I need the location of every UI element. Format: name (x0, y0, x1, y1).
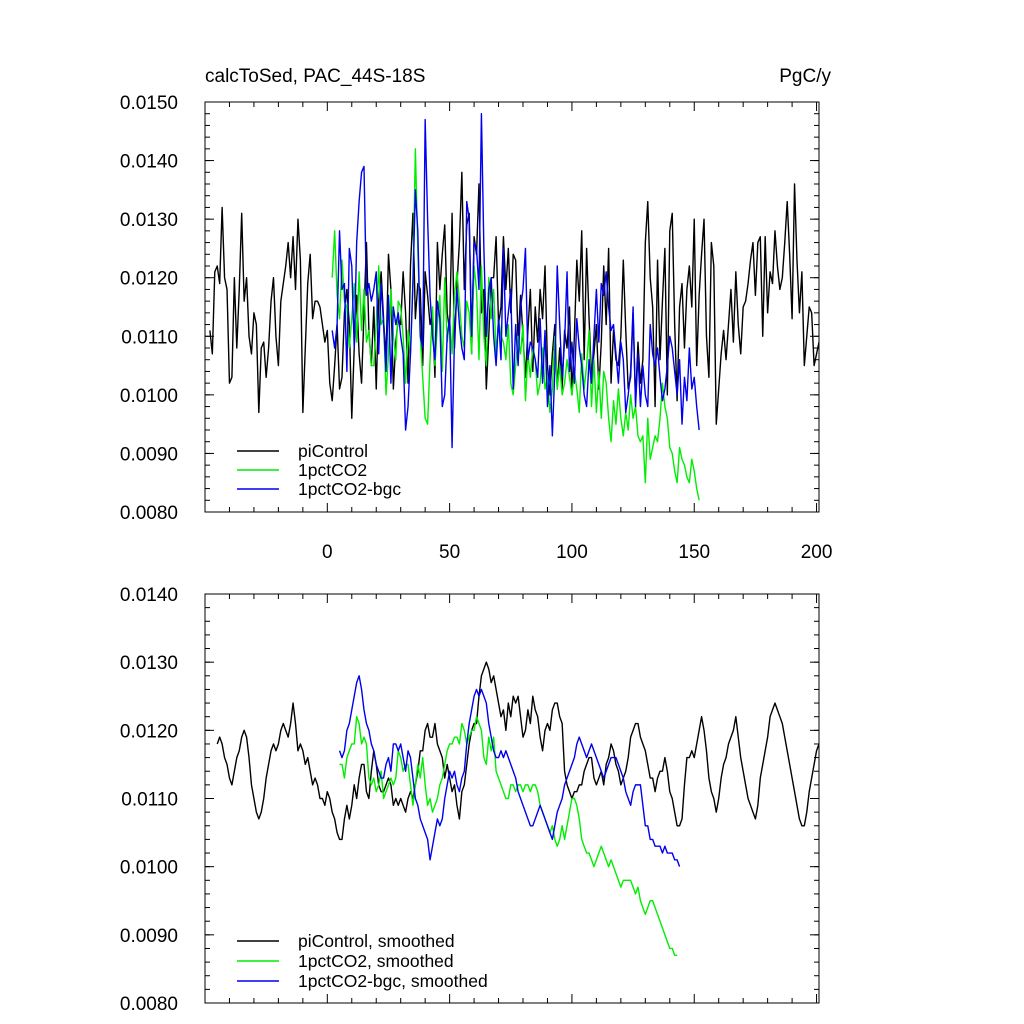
bottom-panel: 0.0080 0.0090 0.0100 0.0110 0.0120 0.0130 0.01… (120, 585, 820, 1015)
series-line-1pctco2-bgc-smoothed (338, 675, 681, 867)
y-tick-label: 0.0130 (120, 210, 178, 231)
series-line-picontrol (209, 171, 819, 425)
y-tick-label: 0.0150 (120, 93, 178, 114)
legend-label-picontrol-smoothed: piControl, smoothed (298, 931, 455, 951)
x-tick-label: 200 (801, 542, 833, 563)
y-tick-label: 0.0140 (120, 585, 178, 606)
series-line-1pctco2-smoothed (339, 716, 678, 956)
top-panel: 0 50 100 150 200 0.0080 0.0090 0.0100 0.0110 0.01… (120, 93, 833, 563)
y-tick-label: 0.0120 (120, 269, 178, 290)
legend-label-picontrol: piControl (298, 441, 368, 461)
legend-label-1pctco2-bgc-smoothed: 1pctCO2-bgc, smoothed (298, 971, 488, 991)
y-tick-label: 0.0100 (120, 858, 178, 879)
series-line-picontrol-smoothed (216, 661, 819, 841)
y-tick-label: 0.0110 (121, 790, 178, 811)
y-tick-label: 0.0090 (120, 926, 178, 947)
y-tick-label: 0.0120 (120, 721, 178, 742)
legend-label-1pctco2-smoothed: 1pctCO2, smoothed (298, 951, 454, 971)
y-tick-label: 0.0130 (120, 653, 178, 674)
y-tick-label: 0.0080 (120, 503, 178, 524)
legend-label-1pctco2: 1pctCO2 (298, 460, 367, 480)
x-tick-label: 100 (556, 542, 588, 563)
y-tick-label: 0.0100 (120, 386, 178, 407)
y-tick-label: 0.0110 (121, 327, 178, 348)
legend-label-1pctco2-bgc: 1pctCO2-bgc (298, 479, 401, 499)
plot-frame (204, 101, 820, 513)
y-tick-label: 0.0090 (120, 444, 178, 465)
x-tick-label: 50 (439, 542, 460, 563)
units-label: PgC/y (779, 66, 831, 87)
x-tick-label: 150 (678, 542, 710, 563)
y-tick-label: 0.0080 (120, 994, 178, 1015)
chart-title: calcToSed, PAC_44S-18S (205, 66, 425, 87)
x-tick-label: 0 (322, 542, 333, 563)
y-tick-label: 0.0140 (120, 152, 178, 173)
series-line-1pctco2 (331, 148, 700, 501)
series-line-1pctco2-bgc (331, 113, 700, 449)
